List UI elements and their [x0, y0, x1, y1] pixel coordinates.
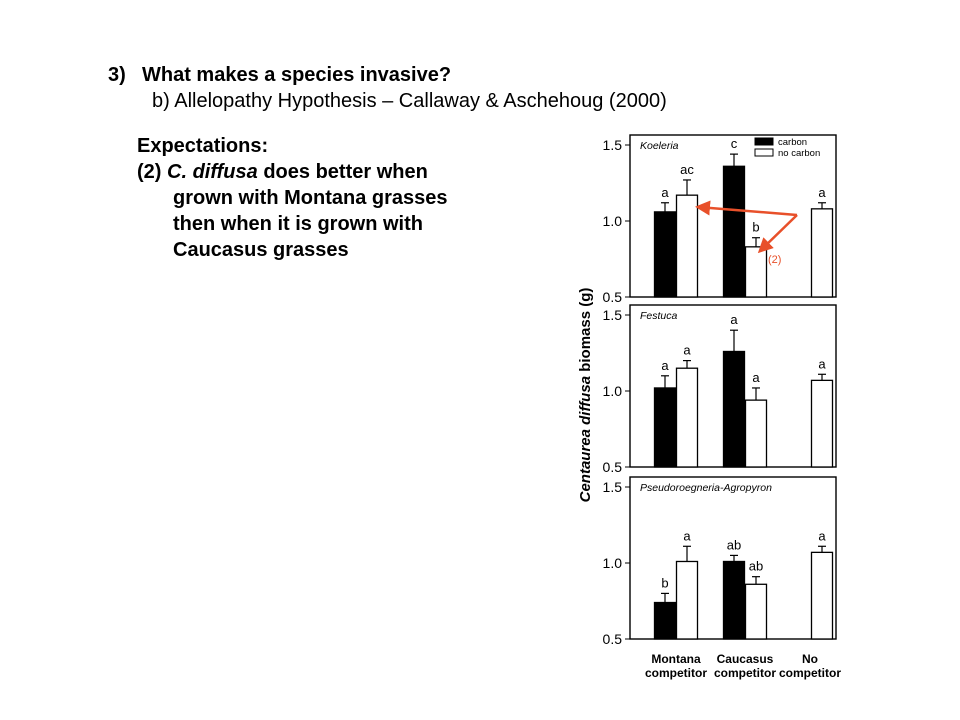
bar-carbon	[722, 560, 746, 640]
x-category-label: competitor	[779, 666, 841, 680]
bar-no-carbon	[744, 399, 768, 468]
expectation-line-4: Caucasus grasses	[173, 239, 349, 261]
heading-number: 3)	[108, 64, 126, 86]
slide-heading: 3) What makes a species invasive? b) Alle…	[108, 64, 667, 116]
significance-letter: a	[818, 356, 826, 371]
legend-label: carbon	[778, 137, 807, 148]
expectations-block: Expectations: (2) C. diffusa does better…	[137, 133, 447, 263]
bar-no-carbon	[675, 367, 699, 468]
bar-no-carbon	[810, 208, 834, 298]
annotation-arrow-to-montana	[695, 200, 798, 217]
bar-carbon	[722, 165, 746, 298]
expectation-line-1-rest: does better when	[257, 161, 428, 183]
y-tick-label: 0.5	[603, 289, 623, 305]
y-tick-label: 1.0	[603, 213, 623, 229]
significance-letter: a	[730, 312, 738, 327]
bar-no-carbon	[744, 246, 768, 298]
significance-letter: a	[818, 528, 826, 543]
expectation-number: (2)	[137, 161, 162, 183]
significance-letter: b	[752, 220, 759, 235]
significance-letter: b	[661, 575, 668, 590]
significance-letter: c	[731, 136, 738, 151]
x-category-label: competitor	[645, 666, 707, 680]
bar-no-carbon	[810, 551, 834, 640]
expectation-line-2: grown with Montana grasses	[173, 187, 448, 209]
x-category-label: Montana	[651, 652, 701, 666]
significance-letter: a	[683, 343, 691, 358]
bar-no-carbon	[675, 560, 699, 640]
chart-panel-3: Pseudoroegneria-Agropyron 1.5 1.0 0.5 b ab a ab…	[603, 476, 837, 647]
y-tick-label: 1.0	[603, 383, 623, 399]
y-tick-label: 0.5	[603, 631, 623, 647]
y-axis-label: Centaurea diffusa biomass (g)	[577, 288, 594, 503]
y-tick-label: 1.5	[603, 479, 623, 495]
heading-title-text: What makes a species invasive?	[142, 64, 452, 86]
panel-title: Festuca	[640, 310, 678, 322]
y-tick-label: 1.5	[603, 307, 623, 323]
bar-no-carbon	[675, 194, 699, 298]
expectation-line-1: (2) C. diffusa does better when	[137, 159, 447, 185]
heading-title: 3) What makes a species invasive?	[108, 64, 667, 90]
significance-letter: a	[818, 185, 826, 200]
expectation-species: C. diffusa	[167, 161, 258, 183]
annotation-arrow-to-caucasus	[757, 214, 798, 254]
y-tick-label: 0.5	[603, 459, 623, 475]
x-category-label: Caucasus	[717, 652, 774, 666]
significance-letter: ac	[680, 162, 694, 177]
heading-subtitle: b) Allelopathy Hypothesis – Callaway & A…	[152, 90, 667, 112]
legend-swatch	[754, 137, 774, 146]
x-category-label: No	[802, 652, 818, 666]
x-category-label: competitor	[714, 666, 776, 680]
bar-carbon	[722, 350, 746, 468]
significance-letter: a	[683, 528, 691, 543]
significance-letter: a	[661, 185, 669, 200]
legend-swatch	[754, 148, 774, 157]
bar-carbon	[653, 387, 677, 468]
bar-no-carbon	[744, 583, 768, 640]
significance-letter: ab	[749, 559, 763, 574]
legend-label: no carbon	[778, 148, 820, 159]
y-tick-label: 1.0	[603, 555, 623, 571]
bar-no-carbon	[810, 379, 834, 468]
expectations-label: Expectations:	[137, 135, 269, 157]
expectation-line-3: then when it is grown with	[173, 213, 423, 235]
bar-carbon	[653, 211, 677, 298]
panel-title: Koeleria	[640, 140, 679, 152]
panel-title: Pseudoroegneria-Agropyron	[640, 482, 772, 494]
significance-letter: ab	[727, 537, 741, 552]
significance-letter: a	[752, 370, 760, 385]
annotation-label: (2)	[768, 254, 781, 266]
bar-carbon	[653, 601, 677, 640]
significance-letter: a	[661, 358, 669, 373]
y-tick-label: 1.5	[603, 137, 623, 153]
